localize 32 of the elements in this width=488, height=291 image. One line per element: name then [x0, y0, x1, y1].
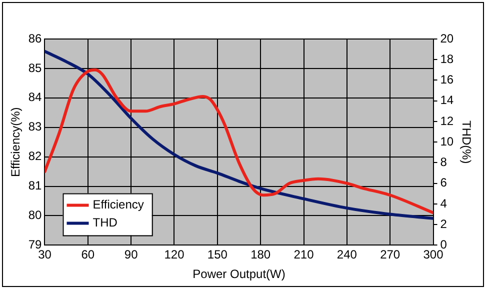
y2-tick-label: 8 — [440, 155, 448, 170]
y2-axis-title: THD(%) — [459, 120, 474, 164]
y2-tick-label: 10 — [440, 134, 454, 148]
y2-tick-label: 6 — [440, 176, 448, 190]
x-tick-label: 270 — [380, 248, 400, 262]
y2-tick-label: 14 — [440, 93, 454, 108]
legend-label: THD — [92, 216, 118, 230]
y2-tick-label: 2 — [440, 216, 448, 231]
x-axis-title: Power Output(W) — [192, 267, 286, 282]
y-tick-label: 84 — [28, 90, 42, 104]
x-tick-label: 60 — [81, 248, 95, 262]
y-axis-title: Efficiency(%) — [8, 107, 23, 177]
y-tick-label: 85 — [28, 60, 42, 75]
x-tick-label: 120 — [164, 248, 185, 262]
y2-tick-label: 16 — [440, 72, 454, 87]
y-tick-label: 83 — [28, 120, 42, 134]
y2-tick-label: 12 — [440, 114, 454, 128]
x-tick-label: 300 — [423, 248, 444, 262]
x-tick-label: 30 — [38, 248, 52, 262]
y2-tick-label: 4 — [440, 196, 448, 210]
x-tick-label: 90 — [124, 248, 138, 262]
x-tick-label: 240 — [336, 248, 358, 262]
y2-tick-label: 18 — [440, 52, 454, 66]
y-tick-label: 86 — [28, 31, 42, 46]
y-tick-label: 81 — [28, 178, 42, 193]
y-tick-label: 80 — [28, 208, 42, 222]
y-tick-label: 82 — [28, 149, 42, 164]
x-tick-label: 210 — [294, 248, 314, 262]
legend-label: Efficiency — [92, 198, 144, 212]
x-tick-label: 180 — [250, 248, 271, 262]
x-tick-label: 150 — [207, 248, 228, 262]
y2-tick-label: 20 — [440, 31, 454, 46]
